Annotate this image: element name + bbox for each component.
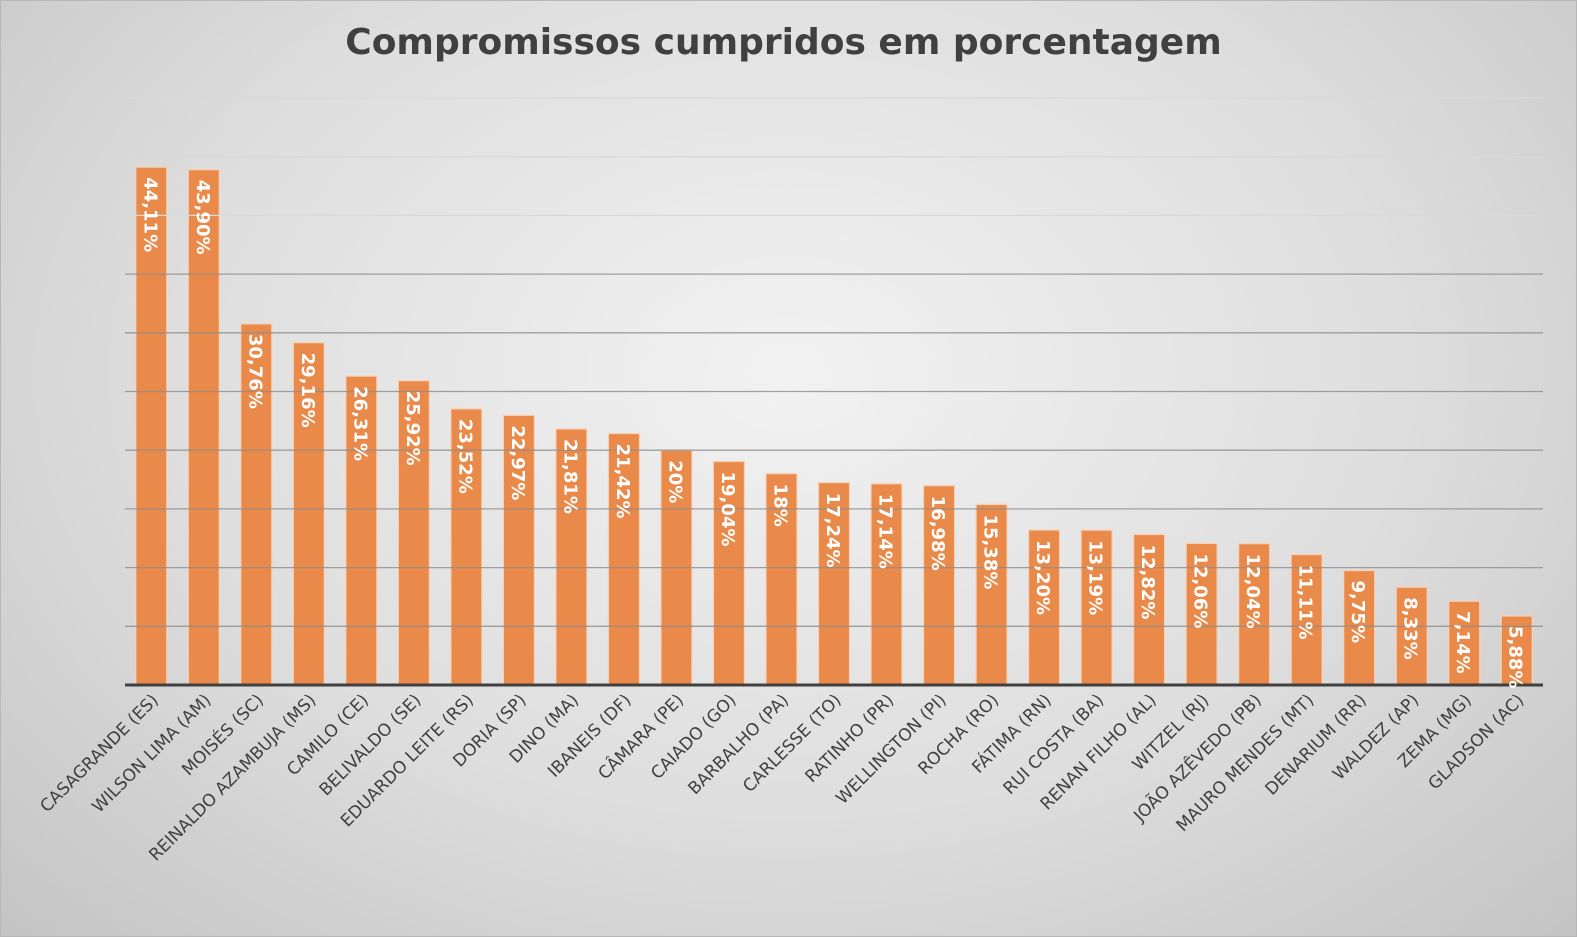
data-label: 30,76% <box>244 334 265 409</box>
data-label: 17,24% <box>822 493 843 568</box>
bar <box>345 375 378 686</box>
data-label: 17,14% <box>875 494 896 569</box>
bar <box>607 432 641 686</box>
data-label: 9,75% <box>1347 581 1368 643</box>
bar <box>555 428 588 686</box>
bar <box>1133 533 1166 686</box>
bar <box>1448 600 1481 686</box>
bar <box>1500 615 1533 686</box>
bar <box>187 169 220 686</box>
data-label: 44,11% <box>139 177 160 252</box>
data-label: 8,33% <box>1400 597 1421 659</box>
data-label: 20% <box>664 460 685 503</box>
data-label: 13,19% <box>1085 540 1106 615</box>
data-label: 26,31% <box>349 386 370 461</box>
bar <box>870 483 903 686</box>
chart-title: Compromissos cumpridos em porcentagem <box>345 22 1222 63</box>
data-label: 21,42% <box>612 444 633 519</box>
data-label: 23,52% <box>454 419 475 494</box>
bar <box>450 408 483 686</box>
data-label: 21,81% <box>559 439 580 514</box>
data-label: 12,06% <box>1190 553 1211 628</box>
bar <box>135 166 168 686</box>
data-label: 29,16% <box>297 353 318 428</box>
bar <box>1080 529 1113 686</box>
data-label: 12,82% <box>1137 544 1158 619</box>
bar <box>922 485 956 686</box>
bar <box>1395 586 1428 686</box>
data-label: 12,04% <box>1242 554 1263 629</box>
data-label: 5,88% <box>1505 626 1526 688</box>
data-label: 13,20% <box>1032 540 1053 615</box>
bars <box>135 166 1533 686</box>
data-label: 43,90% <box>192 180 213 255</box>
data-label: 18% <box>769 484 790 527</box>
data-label: 15,38% <box>980 514 1001 589</box>
data-label: 19,04% <box>717 471 738 546</box>
data-label: 7,14% <box>1452 611 1473 673</box>
data-label: 22,97% <box>507 425 528 500</box>
gridlines <box>125 97 1543 627</box>
data-label: 11,11% <box>1295 565 1316 640</box>
bar <box>240 323 273 686</box>
bar <box>1290 553 1323 686</box>
data-label: 16,98% <box>927 496 948 571</box>
bar <box>975 503 1008 686</box>
bar <box>1027 529 1061 686</box>
x-tick-label: GLADSON (AC) <box>1425 690 1529 794</box>
data-label: 25,92% <box>402 391 423 466</box>
